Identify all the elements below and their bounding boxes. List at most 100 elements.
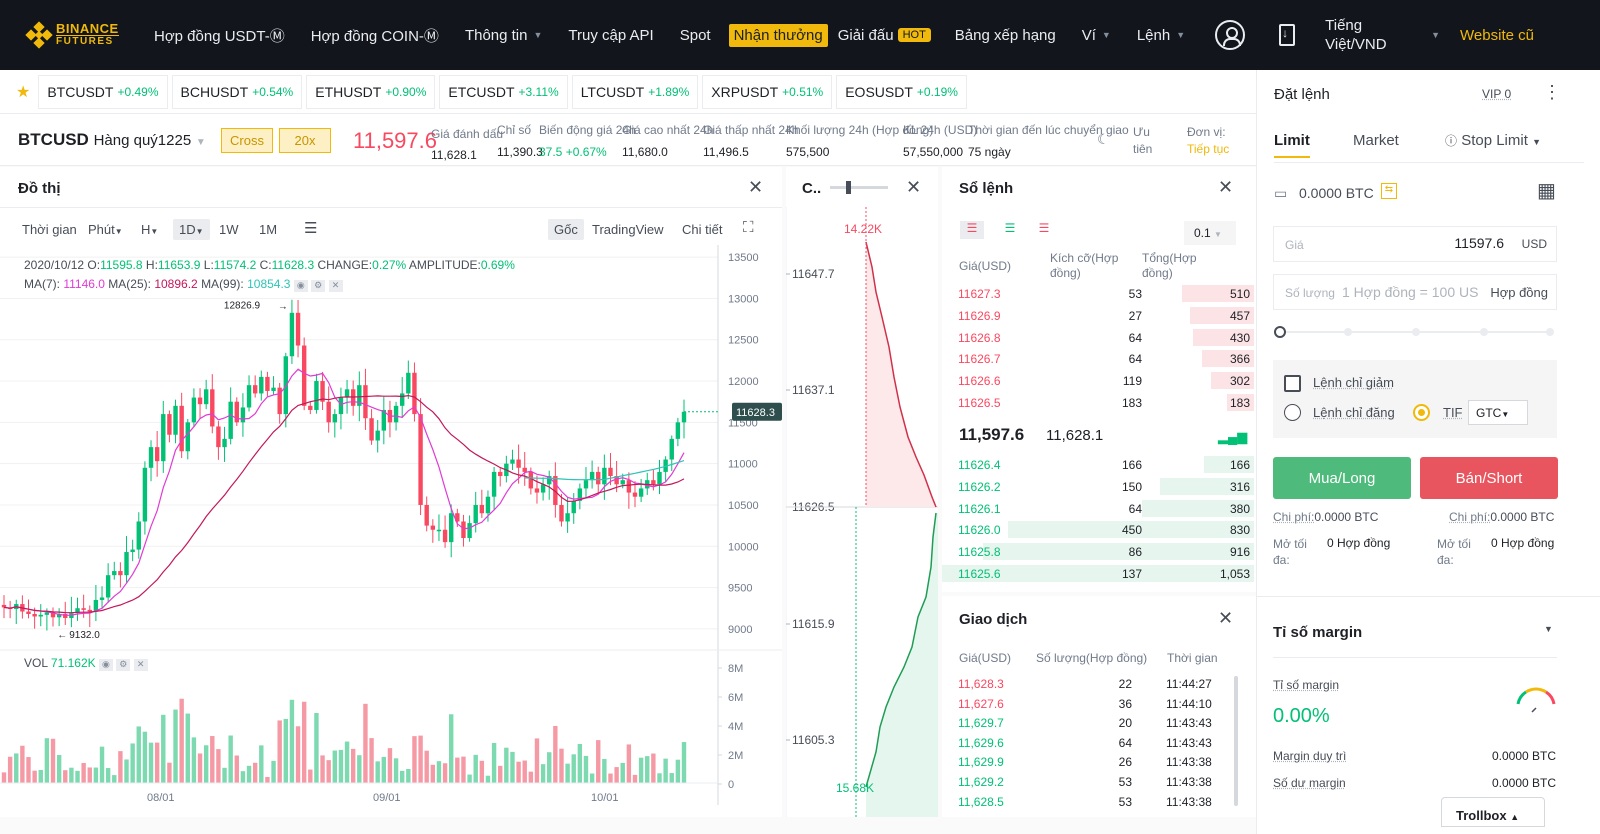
ticker-bchusdt[interactable]: BCHUSDT +0.54% (171, 74, 303, 109)
download-app-icon[interactable] (1279, 24, 1296, 46)
volume-bar (412, 736, 417, 783)
ask-row[interactable]: 11626.8 64 430 (958, 327, 1254, 347)
user-account-icon[interactable] (1215, 20, 1246, 50)
transfer-icon[interactable]: ⇆ (1381, 183, 1397, 199)
bid-row[interactable]: 11625.6 137 1,053 (942, 563, 1254, 583)
ticker-ltcusdt[interactable]: LTCUSDT +1.89% (571, 74, 699, 109)
nav-rewards[interactable]: Nhận thưởng (728, 23, 828, 47)
depth-chart[interactable]: 11647.711637.111626.511615.911605.314.22… (786, 207, 942, 817)
margin-balance-label[interactable]: Số dư margin (1273, 776, 1346, 790)
orderbook-asks-view-icon[interactable]: ☰ (1038, 221, 1050, 235)
eye-icon[interactable]: ◉ (98, 659, 113, 671)
trollbox-button[interactable]: Trollbox ▲ (1441, 797, 1545, 827)
chevron-down-icon[interactable]: ▼ (1544, 624, 1553, 634)
close-icon[interactable]: ✕ (133, 659, 148, 671)
ticker-xrpusdt[interactable]: XRPUSDT +0.51% (702, 74, 833, 109)
more-options-icon[interactable]: ⋮ (1543, 82, 1561, 102)
ask-row[interactable]: 11626.7 64 366 (958, 348, 1254, 368)
toolbar-time[interactable]: Thời gian (22, 222, 77, 237)
close-icon[interactable]: ✕ (1218, 608, 1234, 628)
eye-icon[interactable]: ◉ (293, 280, 308, 292)
close-icon[interactable]: ✕ (748, 177, 764, 197)
orderbook-bids-view-icon[interactable]: ☰ (1004, 221, 1016, 235)
nav-tournament[interactable]: Giải đấu HOT (838, 27, 931, 44)
priority-toggle[interactable]: Ưu tiên (1133, 125, 1153, 156)
nav-api[interactable]: Truy cập API (568, 26, 654, 44)
bid-row[interactable]: 11626.1 64 380 (958, 498, 1254, 518)
toolbar-1m[interactable]: 1M (259, 222, 278, 237)
nav-wallet[interactable]: Ví ▼ (1082, 27, 1111, 44)
symbol-selector[interactable]: BTCUSD Hàng quý1225 ▼ (18, 130, 206, 150)
bid-row[interactable]: 11625.8 86 916 (958, 541, 1254, 561)
unit-value[interactable]: Tiếp tục (1187, 142, 1230, 156)
maintenance-margin-label[interactable]: Margin duy trì (1273, 749, 1347, 763)
reduce-only-checkbox[interactable] (1284, 375, 1301, 392)
tif-label[interactable]: TIF (1443, 405, 1463, 420)
toolbar-original[interactable]: Gốc (548, 219, 584, 240)
sell-short-button[interactable]: Bán/Short (1420, 457, 1558, 499)
ask-row[interactable]: 11626.5 183 183 (958, 392, 1254, 412)
close-icon[interactable]: ✕ (1218, 177, 1234, 197)
old-website-link[interactable]: Website cũ (1460, 26, 1534, 44)
bid-row[interactable]: 11626.2 150 316 (958, 476, 1254, 496)
tab-stop-limit[interactable]: ⓘ Stop Limit ▼ (1445, 132, 1541, 149)
ticker-eosusdt[interactable]: EOSUSDT +0.19% (836, 74, 967, 109)
price-input[interactable]: Giá 11597.6 USD (1273, 226, 1557, 262)
bid-row[interactable]: 11626.0 450 830 (958, 519, 1254, 539)
language-selector[interactable]: Tiếng Việt/VND (1325, 16, 1415, 54)
buy-long-button[interactable]: Mua/Long (1273, 457, 1411, 499)
settings-sliders-icon[interactable]: ☰ (304, 220, 318, 237)
nav-leaderboard[interactable]: Bảng xếp hạng (954, 26, 1056, 44)
vip-level[interactable]: VIP 0 (1482, 87, 1512, 101)
orderbook-both-view-icon[interactable]: ☰ (960, 221, 984, 239)
candlestick-chart[interactable]: 1350013000125001200011500110001050010000… (0, 245, 782, 817)
ticker-ethusdt[interactable]: ETHUSDT +0.90% (306, 74, 436, 109)
binance-futures-logo[interactable]: BINANCE FUTURES (25, 21, 154, 49)
nav-usdt-contracts[interactable]: Hợp đồng USDT-Ⓜ (154, 27, 285, 45)
tif-radio[interactable] (1413, 404, 1430, 421)
toolbar-details[interactable]: Chi tiết (682, 222, 723, 237)
close-icon[interactable]: ✕ (906, 177, 922, 197)
quantity-input[interactable]: Số lượng 1 Hợp đồng = 100 US Hợp đồng (1273, 274, 1557, 310)
ask-row[interactable]: 11626.9 27 457 (958, 305, 1254, 325)
depth-zoom-slider[interactable] (830, 181, 888, 194)
ask-total: 457 (1229, 308, 1250, 323)
nav-coin-contracts[interactable]: Hợp đồng COIN-Ⓜ (310, 27, 439, 45)
post-only-label[interactable]: Lệnh chỉ đăng (1313, 405, 1395, 420)
bid-row[interactable]: 11626.4 166 166 (958, 454, 1254, 474)
tif-select[interactable]: GTC▼ (1468, 400, 1528, 425)
ask-depth-area (866, 242, 936, 507)
nav-info[interactable]: Thông tin ▼ (465, 27, 542, 44)
fullscreen-icon[interactable]: ⛶ (743, 219, 754, 236)
moon-icon[interactable]: ☾ (1097, 131, 1110, 147)
close-icon[interactable]: ✕ (328, 280, 343, 292)
post-only-radio[interactable] (1284, 404, 1301, 421)
y-tick-label: 12000 (728, 376, 759, 388)
toolbar-minute[interactable]: Phút▼ (88, 222, 123, 237)
quantity-slider[interactable] (1274, 326, 1554, 338)
reduce-only-label[interactable]: Lệnh chỉ giảm (1313, 375, 1394, 390)
calculator-icon[interactable]: ▦ (1537, 180, 1556, 202)
ticker-btcusdt[interactable]: BTCUSDT +0.49% (38, 74, 168, 109)
settings-icon[interactable]: ⚙ (116, 659, 131, 671)
leverage-button[interactable]: 20x (279, 128, 331, 153)
margin-ratio-label[interactable]: Tỉ số margin (1273, 678, 1340, 692)
toolbar-hour[interactable]: H▼ (141, 222, 158, 237)
trades-scrollbar[interactable] (1234, 676, 1238, 806)
toolbar-1d[interactable]: 1D▼ (173, 219, 210, 240)
ask-row[interactable]: 11626.6 119 302 (958, 370, 1254, 390)
tab-market[interactable]: Market (1353, 132, 1399, 149)
tab-limit[interactable]: Limit (1274, 132, 1310, 158)
ticker-etcusdt[interactable]: ETCUSDT +3.11% (439, 74, 568, 109)
nav-orders[interactable]: Lệnh ▼ (1137, 27, 1185, 44)
margin-mode-button[interactable]: Cross (221, 128, 273, 153)
star-icon[interactable]: ★ (16, 83, 31, 101)
nav-spot[interactable]: Spot (679, 26, 711, 44)
signal-bars-icon[interactable]: ▂▄▆ (1218, 429, 1248, 444)
precision-selector[interactable]: 0.1 ▼ (1184, 221, 1236, 245)
settings-icon[interactable]: ⚙ (311, 280, 326, 292)
toolbar-1w[interactable]: 1W (219, 222, 239, 237)
ask-row[interactable]: 11627.3 53 510 (958, 283, 1254, 303)
toolbar-tradingview[interactable]: TradingView (592, 222, 664, 237)
bid-total: 380 (1229, 501, 1250, 516)
